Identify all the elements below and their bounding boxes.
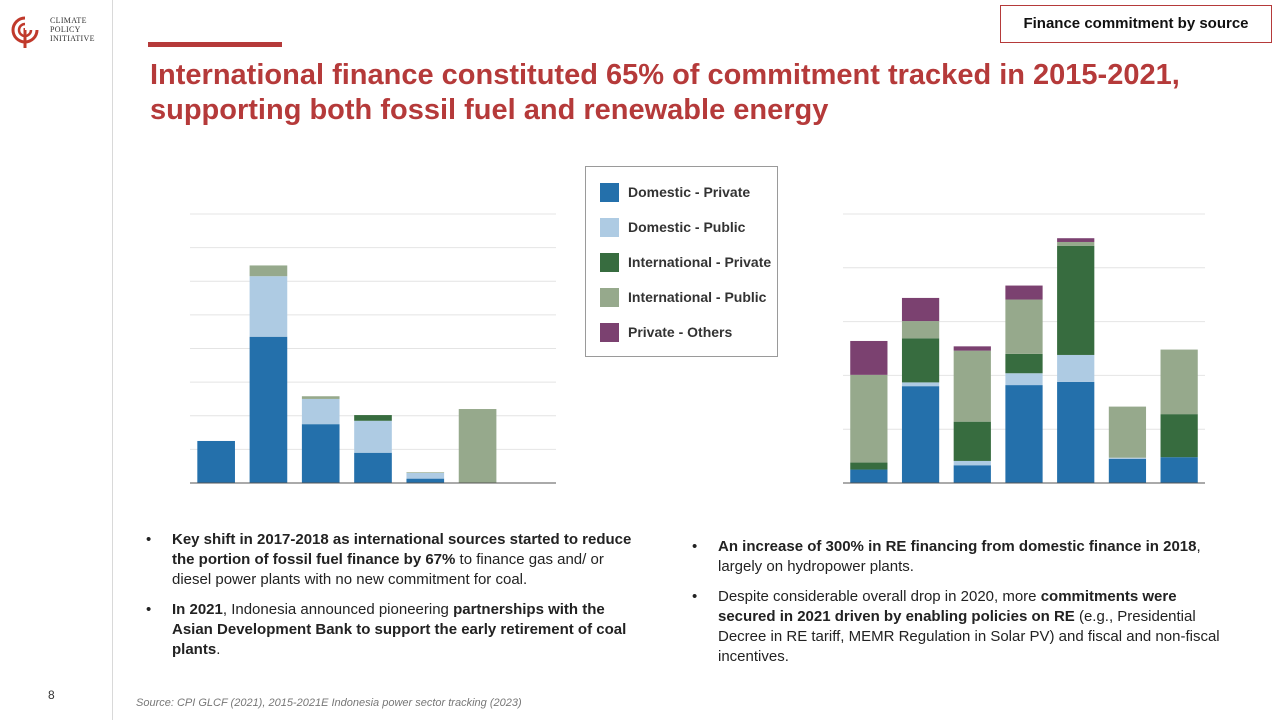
bar-segment [1057,241,1095,246]
bar-segment [1057,381,1095,483]
legend-item: Domestic - Public [600,217,745,237]
re-bullets: An increase of 300% in RE financing from… [688,537,1228,677]
bullet-emphasis: Key shift in 2017-2018 as international … [172,531,632,568]
bar-segment [354,420,392,453]
fossil-fuel-chart [190,213,556,484]
bar-segment [1005,353,1043,374]
bar-segment [1057,245,1095,355]
bullet-text: to finance gas and/ or diesel power plan… [172,551,604,588]
bar-segment [301,396,340,399]
bar-segment [1005,385,1043,483]
bar-segment [1108,458,1147,483]
bar-segment [1160,414,1198,458]
bar-segment [1160,457,1198,483]
bar-segment [249,276,288,337]
legend-label: International - Public [628,289,767,305]
bar-segment [406,472,445,473]
legend-item: Private - Others [600,322,732,342]
page-number: 8 [48,688,55,702]
logo-wordmark: CLIMATE POLICY INITIATIVE [50,16,95,43]
bullet-text: , Indonesia announced pioneering [222,601,454,618]
legend-item: International - Private [600,252,771,272]
bar-segment [1005,299,1043,354]
bullet-emphasis: An increase of 300% in RE financing from… [718,538,1197,555]
bar-segment [406,478,445,483]
bar-segment [850,374,888,463]
bar-segment [850,340,888,375]
legend-item: Domestic - Private [600,182,750,202]
bar-segment [953,465,991,483]
bar-segment [1108,457,1147,459]
bar-segment [953,421,991,461]
legend-swatch [600,322,619,342]
bullet-emphasis: commitments were secured in 2021 driven … [718,588,1177,625]
source-note: Source: CPI GLCF (2021), 2015-2021E Indo… [136,697,522,709]
bullet-text: (e.g., Presidential Decree in RE tariff,… [718,608,1220,665]
bar-segment [901,321,940,339]
bullet-text: . [216,641,221,658]
bar-segment [354,415,392,421]
bar-segment [301,424,340,483]
legend-label: Private - Others [628,324,733,340]
bullet-text: , largely on hydropower plants. [718,538,1201,575]
bar-segment [249,336,288,483]
bar-segment [953,346,991,351]
bar-segment [249,265,288,277]
bar-segment [301,398,340,425]
bar-segment [953,460,991,466]
bar-segment [354,452,392,483]
legend-item: International - Public [600,287,766,307]
logo-line: CLIMATE [50,16,87,25]
legend-swatch [600,252,619,272]
bar-segment [901,386,940,483]
bar-segment [406,472,445,479]
legend-label: Domestic - Private [628,184,751,200]
bar-segment [850,469,888,483]
logo-mark-icon [11,16,40,48]
title-accent-bar [148,42,282,47]
bullet-item: In 2021, Indonesia announced pioneering … [142,600,637,660]
bullet-item: Key shift in 2017-2018 as international … [142,530,637,590]
legend-label: International - Private [628,254,772,270]
bar-segment [953,350,991,422]
bar-segment [901,338,940,383]
fossil-fuel-bullets: Key shift in 2017-2018 as international … [142,530,637,670]
bullet-item: Despite considerable overall drop in 202… [688,587,1228,667]
bar-segment [901,297,940,322]
legend-swatch [600,287,619,307]
bar-segment [850,462,888,470]
logo-line: INITIATIVE [50,34,95,43]
slide-title: International finance constituted 65% of… [150,59,1180,126]
bar-segment [1108,406,1147,458]
bar-segment [197,440,235,483]
bar-segment [1160,349,1198,415]
re-generation-chart [843,213,1205,484]
sidebar-divider [112,0,113,720]
section-tag: Finance commitment by source [1000,5,1272,43]
bar-segment [901,382,940,387]
bar-segment [1005,285,1043,300]
bar-segment [1005,373,1043,386]
bullet-item: An increase of 300% in RE financing from… [688,537,1228,577]
chart-legend: Domestic - Private Domestic - Public Inter… [585,166,778,357]
bullet-text: Despite considerable overall drop in 202… [718,588,1041,605]
bullet-emphasis: In 2021 [172,601,223,618]
logo-line: POLICY [50,25,81,34]
legend-swatch [600,182,619,202]
bar-segment [1057,354,1095,382]
bar-segment [458,409,497,483]
climate-policy-initiative-logo: CLIMATE POLICY INITIATIVE [10,14,105,50]
legend-swatch [600,217,619,237]
bar-segment [1057,238,1095,242]
bullet-emphasis: partnerships with the Asian Development … [172,601,627,658]
legend-label: Domestic - Public [628,219,746,235]
